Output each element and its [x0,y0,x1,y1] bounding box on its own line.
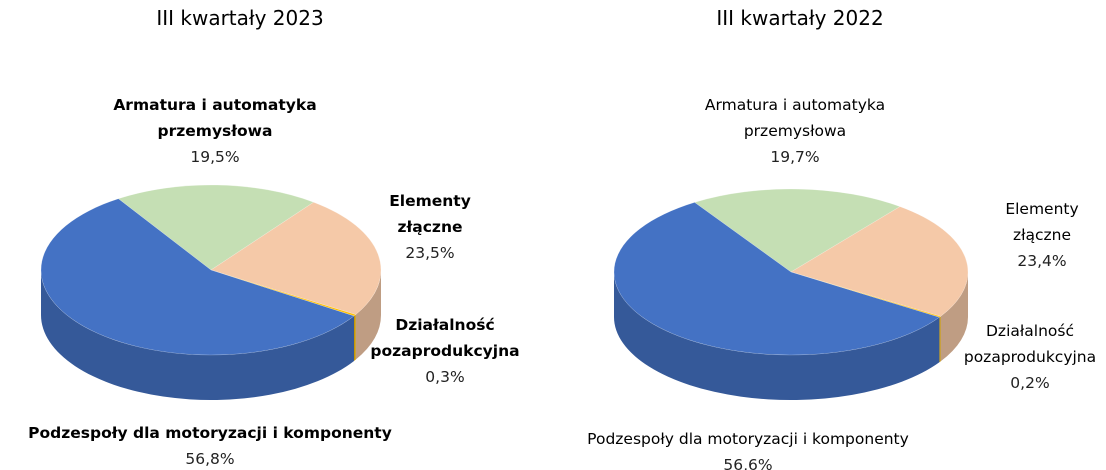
data-label: Działalność pozaprodukcyjna 0,3% [370,312,520,390]
data-label: Armatura i automatyka przemysłowa 19,5% [105,92,325,170]
slice-value: 23,5% [405,244,455,262]
slice-value: 23,4% [1017,252,1067,270]
data-label: Elementy złączne 23,5% [380,188,480,266]
pie-slice [117,184,315,271]
pie-slice [210,201,382,315]
pie-slice [40,198,355,356]
pie-slice [694,188,901,273]
chart-title: III kwartały 2022 [716,6,884,30]
pie-side [355,270,381,360]
pie-slice [790,206,969,317]
slice-name: Podzespoły dla motoryzacji i komponenty [587,430,909,448]
slice-name: Armatura i automatyka przemysłowa [704,96,886,140]
slice-name: Elementy złączne [1005,200,1079,244]
pie-side [40,270,355,400]
data-label: Armatura i automatyka przemysłowa 19,7% [685,92,905,170]
slice-name: Działalność pozaprodukcyjna [370,316,520,360]
slice-value: 19,5% [190,148,240,166]
data-label: Elementy złączne 23,4% [992,196,1092,274]
slice-value: 19,7% [770,148,820,166]
pie-slice [613,202,940,356]
pie-side [940,272,968,362]
pie-side [939,316,941,363]
slice-value: 56,8% [185,450,235,468]
data-label: Podzespoły dla motoryzacji i komponenty 5… [10,420,410,470]
data-label: Podzespoły dla motoryzacji i komponenty 5… [548,426,948,470]
data-label: Działalność pozaprodukcyjna 0,2% [955,318,1105,396]
slice-name: Armatura i automatyka przemysłowa [113,96,317,140]
chart-title: III kwartały 2023 [156,6,324,30]
slice-value: 0,3% [425,368,465,386]
slice-name: Działalność pozaprodukcyjna [963,322,1097,366]
slice-value: 0,2% [1010,374,1050,392]
pie-side [354,314,356,361]
pie-side [614,272,940,400]
slice-name: Elementy złączne [389,192,471,236]
pie-slice [210,269,357,317]
pie-slice [790,271,942,318]
slice-name: Podzespoły dla motoryzacji i komponenty [28,424,392,442]
slice-value: 56,6% [723,456,773,470]
